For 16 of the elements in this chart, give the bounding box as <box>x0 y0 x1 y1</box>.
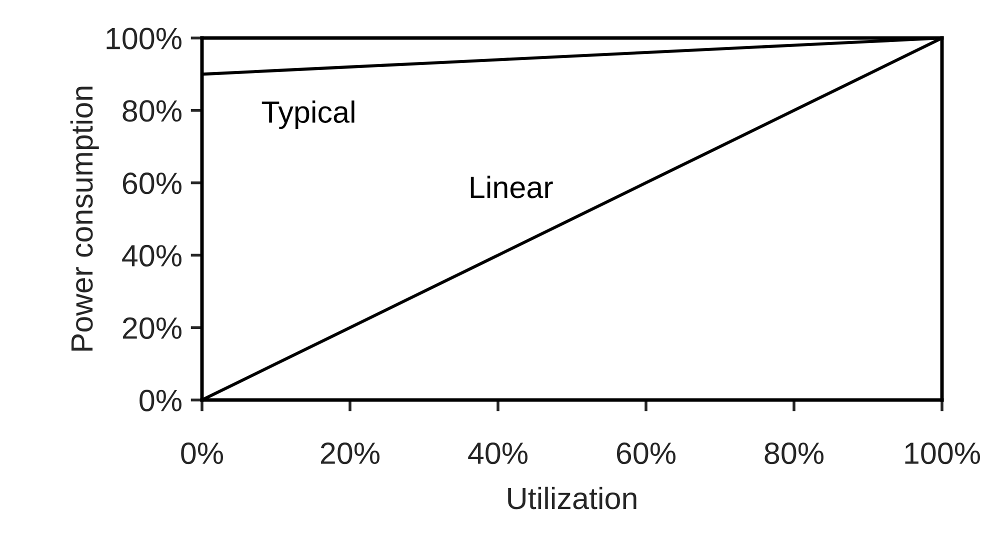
series-label: Typical <box>262 100 354 129</box>
series-label: Linear <box>470 176 553 198</box>
x-tick-label: 80% <box>764 442 824 464</box>
y-tick-label: 60% <box>122 172 182 194</box>
y-tick-label: 100% <box>106 28 182 50</box>
x-axis-title: Utilization <box>508 486 636 510</box>
x-tick-label: 0% <box>181 442 223 464</box>
y-tick-label: 20% <box>122 317 182 339</box>
y-tick-label: 80% <box>122 100 182 122</box>
x-tick-label: 60% <box>616 442 676 464</box>
y-tick-label: 0% <box>140 390 182 412</box>
x-tick-label: 20% <box>320 442 380 464</box>
x-tick-label: 40% <box>468 442 528 464</box>
y-tick-label: 40% <box>122 244 182 267</box>
x-tick-label: 100% <box>905 442 980 464</box>
y-axis-title: Power consumption <box>70 86 99 351</box>
